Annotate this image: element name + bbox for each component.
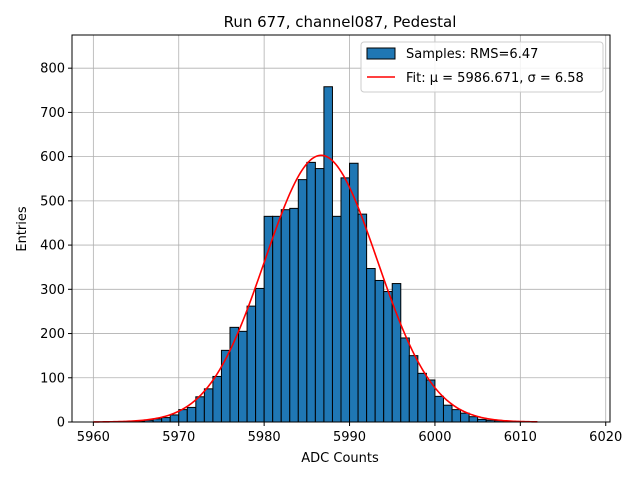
x-tick-label: 6000 — [418, 430, 451, 445]
y-axis-label: Entries — [15, 206, 30, 252]
x-axis-label: ADC Counts — [301, 451, 379, 466]
histogram-bar — [186, 406, 197, 423]
plot-frame — [71, 34, 611, 423]
histogram-bar — [460, 412, 470, 423]
histogram-bar — [374, 279, 385, 423]
legend-swatch-samples — [366, 47, 396, 60]
histogram-bar — [272, 215, 282, 423]
y-tick-label: 300 — [40, 283, 65, 298]
histogram-bar — [238, 330, 248, 423]
y-tick-label: 100 — [40, 371, 65, 386]
histogram-bar — [161, 417, 171, 423]
histogram-bar — [383, 291, 393, 423]
legend-label-samples: Samples: RMS=6.47 — [406, 47, 538, 62]
y-tick-label: 800 — [40, 62, 65, 77]
histogram-bar — [212, 375, 222, 423]
chart-title: Run 677, channel087, Pedestal — [224, 13, 457, 31]
y-tick-label: 400 — [40, 239, 65, 254]
histogram-bar — [468, 416, 479, 423]
histogram-bar — [400, 337, 410, 423]
histogram-bar — [246, 305, 257, 423]
y-tick-label: 600 — [40, 150, 65, 165]
histogram-bar — [220, 349, 231, 423]
y-tick-label: 700 — [40, 106, 65, 121]
x-tick-label: 5970 — [162, 430, 195, 445]
histogram-bar — [442, 404, 453, 423]
histogram-bar — [314, 168, 325, 423]
x-tick-label: 5960 — [77, 430, 110, 445]
gaussian-fit-line — [93, 154, 538, 423]
histogram-bar — [289, 207, 299, 423]
x-axis-ticks: 5960 5970 5980 5990 6000 6010 6020 — [77, 422, 622, 445]
histogram-bar — [169, 414, 180, 423]
legend-box — [360, 41, 604, 93]
y-axis-ticks: 0 100 200 300 400 500 600 700 800 — [40, 62, 72, 431]
histogram-bar — [323, 86, 333, 423]
histogram-bar — [451, 409, 462, 423]
histogram-bar — [203, 388, 214, 423]
histogram-bar — [280, 209, 291, 423]
x-tick-label: 6020 — [589, 430, 622, 445]
y-tick-label: 200 — [40, 327, 65, 342]
legend: Samples: RMS=6.47 Fit: μ = 5986.671, σ =… — [360, 41, 604, 93]
histogram-bars — [127, 86, 521, 423]
histogram-bar — [331, 215, 342, 423]
y-tick-label: 0 — [57, 416, 65, 431]
histogram-bar — [263, 215, 274, 423]
histogram-bar — [340, 177, 351, 423]
x-tick-label: 6010 — [504, 430, 537, 445]
x-tick-label: 5980 — [248, 430, 281, 445]
x-tick-label: 5990 — [333, 430, 366, 445]
histogram-bar — [408, 355, 419, 423]
histogram-bar — [366, 268, 376, 423]
histogram-bar — [434, 395, 444, 423]
histogram-bar — [297, 179, 308, 423]
histogram-bar — [306, 161, 316, 423]
plot-area: 5960 5970 5980 5990 6000 6010 6020 0 100 200 300 4… — [40, 34, 622, 445]
histogram-bar — [255, 287, 265, 423]
histogram-bar — [417, 372, 427, 423]
y-tick-label: 500 — [40, 194, 65, 209]
histogram-bar — [195, 396, 205, 423]
legend-label-fit: Fit: μ = 5986.671, σ = 6.58 — [406, 71, 584, 86]
histogram-bar — [357, 213, 368, 423]
